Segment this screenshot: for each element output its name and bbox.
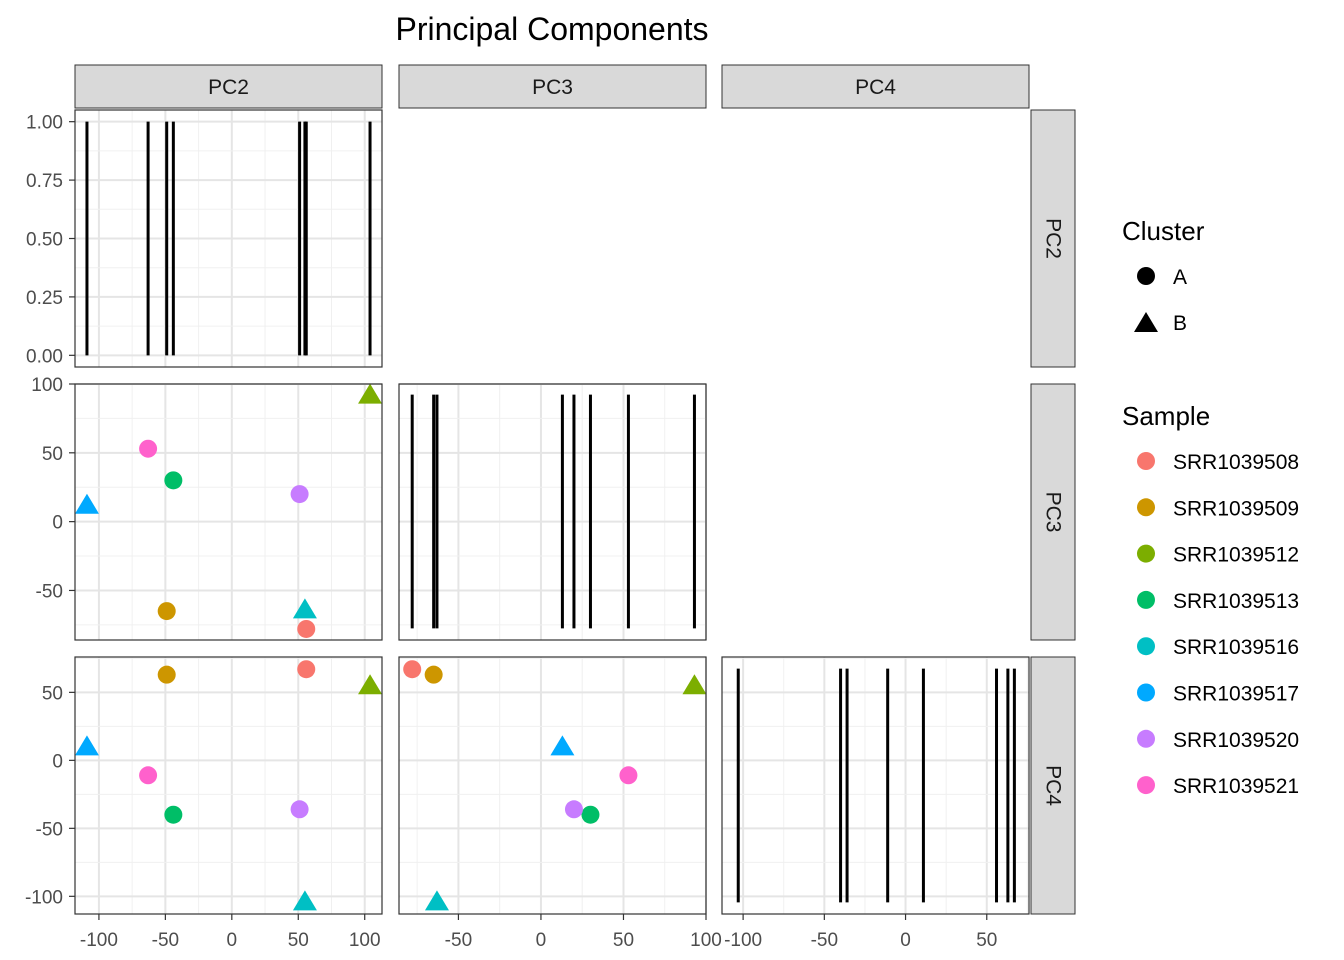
- legend-sample-key-srr1039516: [1137, 637, 1155, 656]
- legend-sample-key-srr1039509: [1137, 498, 1155, 517]
- point-srr1039521-pc2-pc3: [139, 439, 158, 458]
- y-tick-label: 50: [42, 683, 63, 704]
- strip-row-label-pc2: PC2: [1042, 218, 1065, 259]
- x-tick-label: -100: [80, 930, 118, 951]
- panel-pc3-pc2-border: [74, 383, 383, 641]
- y-tick-label: 0.25: [26, 288, 63, 309]
- point-srr1039509-pc3-pc4: [424, 665, 443, 684]
- x-tick-label: -50: [811, 930, 838, 951]
- legend-sample-label-srr1039520: SRR1039520: [1173, 729, 1299, 752]
- y-tick-label: -100: [25, 887, 63, 908]
- legend-sample-label-srr1039516: SRR1039516: [1173, 636, 1299, 659]
- x-tick-label: 0: [536, 930, 547, 951]
- legend-sample-key-srr1039508: [1137, 452, 1155, 470]
- panel-pc4-pc4: [721, 656, 1030, 915]
- panel-pc4-pc4-border: [721, 656, 1030, 915]
- panel-pc4-pc3: [398, 656, 707, 915]
- y-tick-label: 0.50: [26, 230, 63, 251]
- legend-cluster-title: Cluster: [1122, 216, 1205, 246]
- panel-pc4-pc2: [74, 656, 383, 915]
- y-tick-label: 0: [52, 513, 63, 534]
- point-srr1039513-pc3-pc4: [581, 805, 600, 824]
- point-srr1039509-pc2-pc4: [157, 665, 176, 684]
- panel-pc3-pc2: [74, 383, 383, 641]
- legend-cluster-key-a: [1137, 267, 1155, 285]
- point-srr1039517-pc2-pc3: [74, 493, 99, 514]
- legend-sample-label-srr1039508: SRR1039508: [1173, 451, 1299, 474]
- strip-col-pc4: [721, 64, 1030, 109]
- legend-cluster-label-b: B: [1173, 312, 1187, 335]
- x-tick-label: 50: [288, 930, 309, 951]
- y-tick-label: 0.00: [26, 346, 63, 367]
- point-srr1039512-pc2-pc4: [358, 674, 383, 695]
- point-srr1039516-pc2-pc3: [292, 598, 317, 619]
- y-tick-label: 0: [52, 751, 63, 772]
- strip-row-pc3: [1030, 383, 1076, 641]
- chart-title: Principal Components: [395, 11, 708, 47]
- strip-row-pc4: [1030, 656, 1076, 915]
- y-tick-label: 50: [42, 444, 63, 465]
- point-srr1039521-pc2-pc4: [139, 766, 158, 785]
- x-tick-label: 100: [349, 930, 381, 951]
- point-srr1039516-pc2-pc4: [292, 890, 317, 911]
- y-tick-label: 1.00: [26, 113, 63, 134]
- legend-sample-label-srr1039513: SRR1039513: [1173, 590, 1299, 613]
- legend-sample-key-srr1039512: [1137, 544, 1155, 563]
- panel-pc4-pc3-border: [398, 656, 707, 915]
- legend-sample-key-srr1039520: [1137, 729, 1155, 748]
- y-tick-label: 100: [31, 375, 63, 396]
- x-tick-label: 0: [900, 930, 911, 951]
- panel-pc3-pc3-border: [398, 383, 707, 641]
- point-srr1039520-pc2-pc4: [290, 800, 309, 819]
- legend-sample-key-srr1039521: [1137, 776, 1155, 795]
- x-tick-label: 0: [227, 930, 238, 951]
- panel-pc3-pc3: [398, 383, 707, 641]
- point-srr1039509-pc2-pc3: [157, 602, 176, 621]
- x-tick-label: 100: [690, 930, 722, 951]
- legend-sample-key-srr1039513: [1137, 590, 1155, 609]
- legend-sample-label-srr1039517: SRR1039517: [1173, 683, 1299, 706]
- point-srr1039512-pc2-pc3: [358, 383, 383, 404]
- x-tick-label: 50: [613, 930, 634, 951]
- legend-sample-label-srr1039512: SRR1039512: [1173, 544, 1299, 567]
- legend-cluster-key-b: [1134, 312, 1158, 332]
- legend-sample-label-srr1039521: SRR1039521: [1173, 775, 1299, 798]
- strip-row-pc2: [1030, 109, 1076, 368]
- x-tick-label: -100: [724, 930, 762, 951]
- strip-col-label-pc4: PC4: [855, 76, 896, 99]
- x-tick-label: -50: [445, 930, 472, 951]
- y-tick-label: -50: [36, 819, 63, 840]
- strip-row-label-pc3: PC3: [1042, 492, 1065, 533]
- point-srr1039521-pc3-pc4: [619, 766, 638, 785]
- y-tick-label: -50: [36, 581, 63, 602]
- x-tick-label: -50: [152, 930, 179, 951]
- point-srr1039516-pc3-pc4: [424, 890, 449, 911]
- strip-col-pc2: [74, 64, 383, 109]
- panel-pc2-pc2: [74, 109, 383, 368]
- strip-row-label-pc4: PC4: [1042, 765, 1065, 806]
- point-srr1039517-pc3-pc4: [550, 735, 575, 756]
- legend-sample-title: Sample: [1122, 401, 1210, 431]
- legend-sample-key-srr1039517: [1137, 683, 1155, 702]
- x-tick-label: 50: [976, 930, 997, 951]
- point-srr1039508-pc2-pc3: [297, 619, 316, 638]
- point-srr1039520-pc2-pc3: [290, 485, 309, 504]
- point-srr1039512-pc3-pc4: [682, 674, 707, 695]
- point-srr1039517-pc2-pc4: [74, 735, 99, 756]
- point-srr1039513-pc2-pc3: [164, 471, 183, 490]
- strip-col-label-pc3: PC3: [532, 76, 573, 99]
- legend-cluster-label-a: A: [1173, 266, 1187, 289]
- point-srr1039508-pc3-pc4: [403, 660, 422, 679]
- point-srr1039520-pc3-pc4: [564, 800, 583, 819]
- strip-col-label-pc2: PC2: [208, 76, 249, 99]
- legend-sample-label-srr1039509: SRR1039509: [1173, 497, 1299, 520]
- y-tick-label: 0.75: [26, 171, 63, 192]
- panel-pc4-pc2-border: [74, 656, 383, 915]
- strip-col-pc3: [398, 64, 707, 109]
- point-srr1039508-pc2-pc4: [297, 660, 316, 679]
- point-srr1039513-pc2-pc4: [164, 805, 183, 824]
